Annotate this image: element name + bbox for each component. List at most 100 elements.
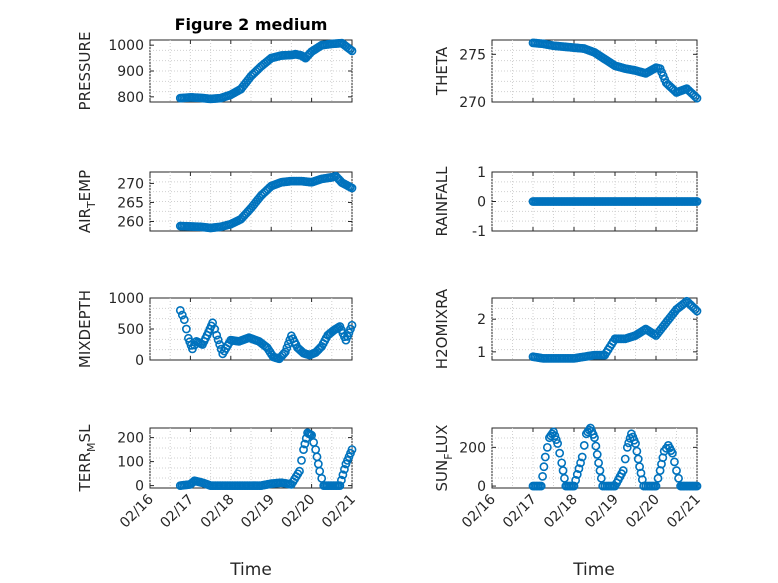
data-point bbox=[553, 439, 562, 448]
x-tick-label: 02/21 bbox=[664, 492, 704, 532]
x-tick-label: 02/19 bbox=[238, 492, 278, 532]
data-point bbox=[590, 433, 599, 443]
data-point bbox=[668, 448, 677, 458]
subplot-mixdepth: 0 500 1000 MIXDEPTH bbox=[76, 290, 357, 369]
x-tick-label: 02/21 bbox=[319, 492, 359, 532]
data-point bbox=[181, 324, 191, 334]
data-point bbox=[280, 347, 290, 357]
data-point bbox=[620, 454, 630, 464]
subplot-h2omixra: 1 2 H2OMIXRA bbox=[433, 288, 702, 369]
y-tick-label: 0 bbox=[477, 479, 486, 495]
data-point bbox=[538, 471, 547, 481]
data-point bbox=[179, 315, 189, 325]
data-point bbox=[338, 470, 348, 480]
x-axis-label-left: Time bbox=[229, 560, 272, 580]
data-point bbox=[335, 481, 345, 490]
data-point bbox=[692, 93, 702, 103]
y-axis-label: PRESSURE bbox=[76, 32, 94, 111]
data-point bbox=[300, 439, 310, 449]
data-point bbox=[347, 320, 357, 330]
y-tick-label: 270 bbox=[117, 176, 144, 192]
data-point bbox=[572, 470, 582, 479]
data-point bbox=[347, 46, 357, 56]
data-point bbox=[680, 298, 690, 308]
data-point bbox=[576, 458, 585, 468]
y-tick-label: -1 bbox=[472, 224, 486, 240]
data-point bbox=[347, 445, 357, 454]
data-point bbox=[690, 305, 700, 314]
y-tick-label: 260 bbox=[117, 214, 144, 230]
data-point bbox=[297, 455, 306, 465]
y-tick-label: 0 bbox=[135, 479, 144, 495]
data-point bbox=[653, 473, 663, 483]
data-point bbox=[574, 464, 584, 474]
data-point bbox=[347, 183, 357, 193]
y-tick-label: 0 bbox=[135, 353, 144, 369]
data-point bbox=[651, 481, 661, 491]
y-axis-label: TERRMSL bbox=[76, 424, 98, 493]
y-tick-label: 270 bbox=[459, 95, 486, 111]
data-point bbox=[674, 473, 683, 483]
y-axis-label: H2OMIXRA bbox=[433, 288, 451, 369]
figure-title: Figure 2 medium bbox=[175, 15, 328, 34]
data-point bbox=[690, 92, 700, 101]
data-point bbox=[550, 431, 560, 441]
data-point bbox=[539, 462, 549, 472]
data-point bbox=[622, 442, 632, 452]
y-axis-label: THETA bbox=[433, 46, 451, 96]
data-point bbox=[340, 464, 349, 474]
data-point bbox=[536, 481, 546, 491]
data-point bbox=[549, 427, 558, 437]
data-point bbox=[295, 466, 304, 476]
y-tick-label: 275 bbox=[459, 47, 486, 63]
data-point bbox=[540, 452, 550, 462]
data-point bbox=[569, 481, 579, 491]
data-point bbox=[555, 448, 565, 458]
data-point bbox=[577, 452, 587, 462]
data-point bbox=[579, 441, 589, 450]
subplot-terr-msl: 0 100 200 TERRMSL bbox=[76, 424, 357, 495]
y-tick-label: 100 bbox=[117, 455, 144, 471]
y-axis-label: MIXDEPTH bbox=[76, 290, 94, 368]
x-tick-label: 02/20 bbox=[279, 492, 319, 532]
data-point bbox=[542, 442, 552, 452]
x-tick-label: 02/17 bbox=[157, 492, 197, 532]
data-point bbox=[215, 340, 225, 349]
data-point bbox=[670, 457, 679, 467]
x-tick-label: 02/18 bbox=[198, 492, 238, 532]
data-point bbox=[177, 310, 187, 320]
y-tick-label: 265 bbox=[117, 195, 144, 211]
data-point bbox=[692, 197, 702, 206]
x-tick-label: 02/16 bbox=[117, 491, 157, 531]
x-tick-label: 02/19 bbox=[582, 492, 622, 532]
subplot-pressure: 800 900 1000 PRESSURE bbox=[76, 32, 357, 111]
y-tick-label: 200 bbox=[459, 440, 486, 456]
y-tick-label: 800 bbox=[117, 90, 144, 106]
data-point bbox=[592, 450, 602, 459]
subplot-rainfall: -1 0 1 RAINFALL bbox=[433, 165, 702, 240]
y-tick-label: 900 bbox=[117, 64, 144, 80]
y-tick-label: 1 bbox=[477, 345, 486, 361]
y-axis-label: SUNFLUX bbox=[433, 425, 455, 492]
y-axis-label: RAINFALL bbox=[433, 166, 451, 237]
x-axis-label-right: Time bbox=[572, 560, 615, 580]
data-point bbox=[571, 475, 581, 485]
subplot-theta: 270 275 THETA bbox=[433, 38, 702, 111]
data-point bbox=[299, 445, 308, 454]
data-point bbox=[692, 306, 702, 316]
data-point bbox=[213, 335, 223, 345]
y-tick-label: 1000 bbox=[108, 291, 144, 307]
data-point bbox=[282, 343, 292, 353]
y-tick-label: 1 bbox=[477, 165, 486, 181]
data-point bbox=[551, 435, 561, 445]
x-tick-label: 02/16 bbox=[459, 491, 499, 531]
y-tick-label: 0 bbox=[477, 195, 486, 211]
y-tick-label: 200 bbox=[117, 431, 144, 447]
data-point bbox=[336, 475, 346, 485]
data-point bbox=[618, 466, 628, 475]
x-tick-label: 02/17 bbox=[500, 492, 540, 532]
x-tick-label: 02/18 bbox=[541, 492, 581, 532]
